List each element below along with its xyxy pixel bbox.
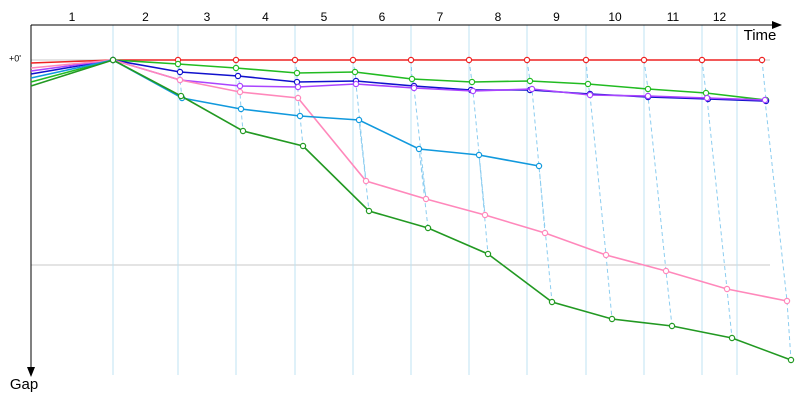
lap-label: 2 — [142, 10, 149, 24]
lap-label: 1 — [69, 10, 76, 24]
series-line — [30, 59, 766, 101]
data-point — [662, 267, 670, 275]
data-point — [481, 211, 489, 219]
data-point — [352, 80, 360, 88]
data-point — [294, 94, 302, 102]
data-point — [526, 77, 534, 85]
data-point — [293, 69, 301, 77]
data-point — [299, 142, 307, 150]
data-point — [787, 356, 795, 364]
data-point — [362, 177, 370, 185]
data-point — [528, 85, 536, 93]
data-point — [703, 94, 711, 102]
lap-label: 7 — [437, 10, 444, 24]
data-point — [232, 56, 240, 64]
data-point — [239, 127, 247, 135]
data-point — [761, 96, 769, 104]
data-point — [293, 78, 301, 86]
background-layer: +0'1 2 3 4 5 6 7 8 9 10 11 12 — [9, 10, 792, 375]
data-point — [407, 56, 415, 64]
lap-label: 4 — [262, 10, 269, 24]
data-point — [174, 60, 182, 68]
data-point — [236, 82, 244, 90]
data-point — [465, 56, 473, 64]
data-point — [234, 72, 242, 80]
data-point — [422, 195, 430, 203]
data-point — [291, 56, 299, 64]
data-point — [408, 75, 416, 83]
data-point — [668, 322, 676, 330]
lap-label: 10 — [608, 10, 622, 24]
y-tick-label: +0' — [9, 53, 21, 63]
data-point — [548, 298, 556, 306]
lap-label: 9 — [553, 10, 560, 24]
data-point — [723, 285, 731, 293]
series-line — [30, 59, 540, 167]
lap-connector — [585, 59, 613, 320]
data-point — [582, 56, 590, 64]
data-point — [702, 89, 710, 97]
data-point — [351, 68, 359, 76]
data-point — [415, 145, 423, 153]
data-point — [640, 56, 648, 64]
data-point — [584, 80, 592, 88]
lap-label: 11 — [667, 10, 680, 24]
data-point — [644, 85, 652, 93]
data-point — [468, 78, 476, 86]
data-point — [469, 87, 477, 95]
lap-label: 3 — [204, 10, 211, 24]
lap-label: 5 — [321, 10, 328, 24]
x-axis-label: Time — [744, 27, 777, 44]
data-point — [410, 84, 418, 92]
data-point — [424, 224, 432, 232]
data-point — [365, 207, 373, 215]
lap-connector — [526, 59, 553, 303]
data-point — [608, 315, 616, 323]
series-line — [30, 59, 767, 101]
data-point — [698, 56, 706, 64]
lap-label: 12 — [713, 10, 727, 24]
y-axis-label: Gap — [10, 376, 38, 393]
data-point — [296, 112, 304, 120]
data-point — [177, 92, 185, 100]
lap-label: 8 — [495, 10, 502, 24]
data-point — [355, 116, 363, 124]
data-point — [783, 297, 791, 305]
lap-label: 6 — [379, 10, 386, 24]
data-point — [109, 56, 117, 64]
series-line — [30, 59, 767, 102]
data-point — [176, 68, 184, 76]
data-point — [758, 56, 766, 64]
data-point — [237, 105, 245, 113]
lap-connector — [761, 59, 792, 361]
data-point — [294, 83, 302, 91]
data-point — [176, 76, 184, 84]
data-point — [644, 92, 652, 100]
data-point — [236, 88, 244, 96]
data-point — [535, 162, 543, 170]
data-point — [232, 64, 240, 72]
data-point — [484, 250, 492, 258]
data-point — [728, 334, 736, 342]
data-point — [349, 56, 357, 64]
data-point — [586, 91, 594, 99]
data-point — [475, 151, 483, 159]
data-point — [602, 251, 610, 259]
data-point — [541, 229, 549, 237]
data-point — [523, 56, 531, 64]
data-layer — [30, 56, 795, 364]
